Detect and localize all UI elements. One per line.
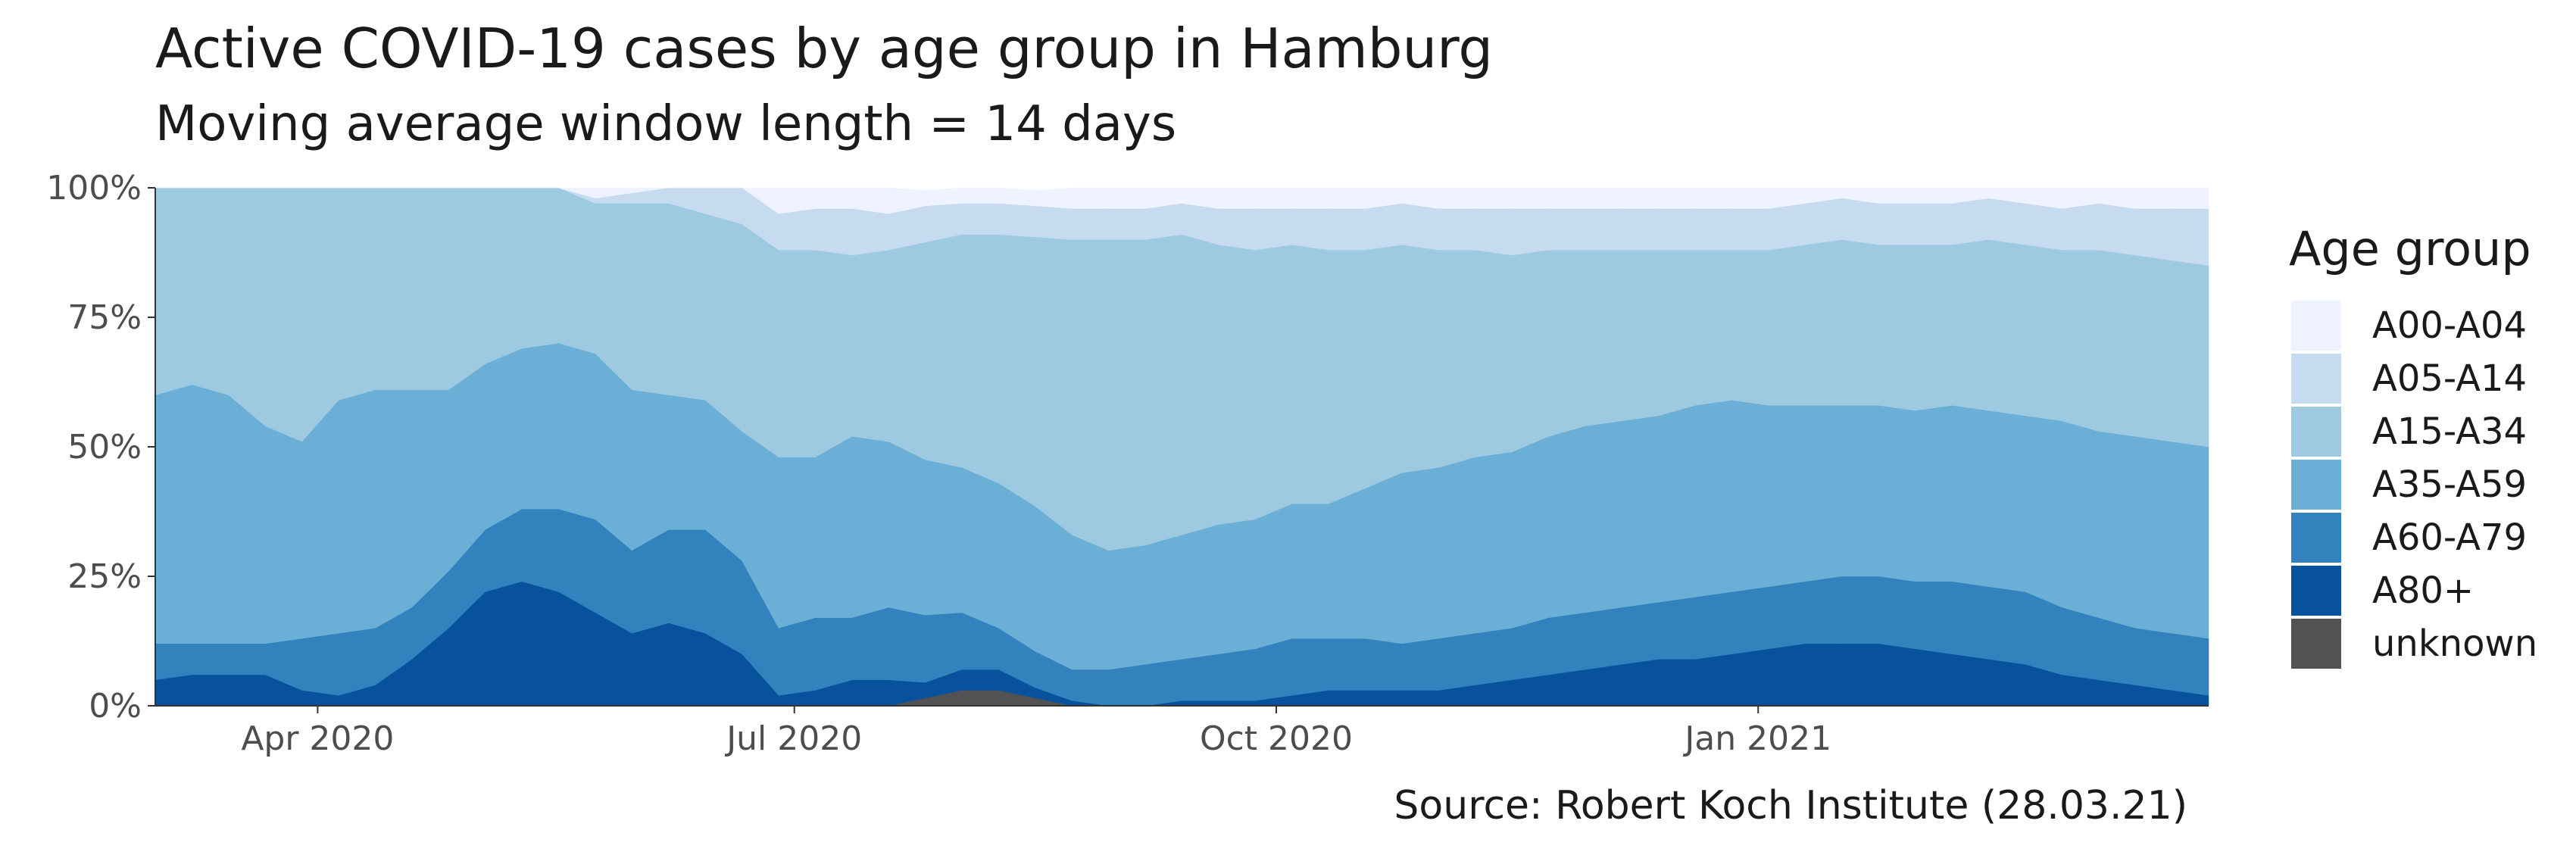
legend-swatch-unknown (2291, 619, 2341, 669)
x-tick-label: Apr 2020 (241, 719, 394, 758)
legend-label-a80+: A80+ (2372, 569, 2474, 612)
legend-label-a15-a34: A15-A34 (2372, 410, 2527, 453)
legend-swatch-a00-a04 (2291, 301, 2341, 351)
chart-subtitle: Moving average window length = 14 days (155, 96, 1177, 152)
area-a00-a04 (155, 187, 2209, 214)
x-axis: Apr 2020 Jul 2020 Oct 2020 Jan 2021 (155, 705, 2209, 758)
x-tick-label: Jul 2020 (724, 719, 862, 758)
legend-swatch-a35-a59 (2291, 460, 2341, 510)
y-axis: 0% 25% 50% 75% 100% (46, 169, 156, 725)
legend-title: Age group (2289, 221, 2531, 276)
legend-label-unknown: unknown (2372, 622, 2537, 665)
legend-label-a05-a14: A05-A14 (2372, 357, 2527, 400)
y-tick-label: 75% (67, 298, 142, 337)
legend-swatch-a60-a79 (2291, 513, 2341, 563)
x-tick-label: Oct 2020 (1200, 719, 1353, 758)
legend: Age group A00-A04 A05-A14 A15-A34 A35-A59 A60… (2289, 221, 2537, 669)
y-tick-label: 0% (89, 687, 142, 725)
chart-title: Active COVID-19 cases by age group in Ha… (155, 17, 1494, 80)
chart-caption: Source: Robert Koch Institute (28.03.21) (1394, 783, 2187, 828)
y-tick-label: 25% (67, 557, 142, 596)
legend-label-a35-a59: A35-A59 (2372, 463, 2527, 506)
legend-swatch-a05-a14 (2291, 354, 2341, 404)
area-layers (155, 187, 2209, 707)
legend-swatch-a80+ (2291, 566, 2341, 616)
x-tick-label: Jan 2021 (1682, 719, 1831, 758)
y-tick-label: 50% (67, 428, 142, 466)
legend-label-a00-a04: A00-A04 (2372, 304, 2527, 347)
legend-swatch-a15-a34 (2291, 407, 2341, 457)
legend-label-a60-a79: A60-A79 (2372, 516, 2527, 559)
y-tick-label: 100% (46, 169, 142, 207)
